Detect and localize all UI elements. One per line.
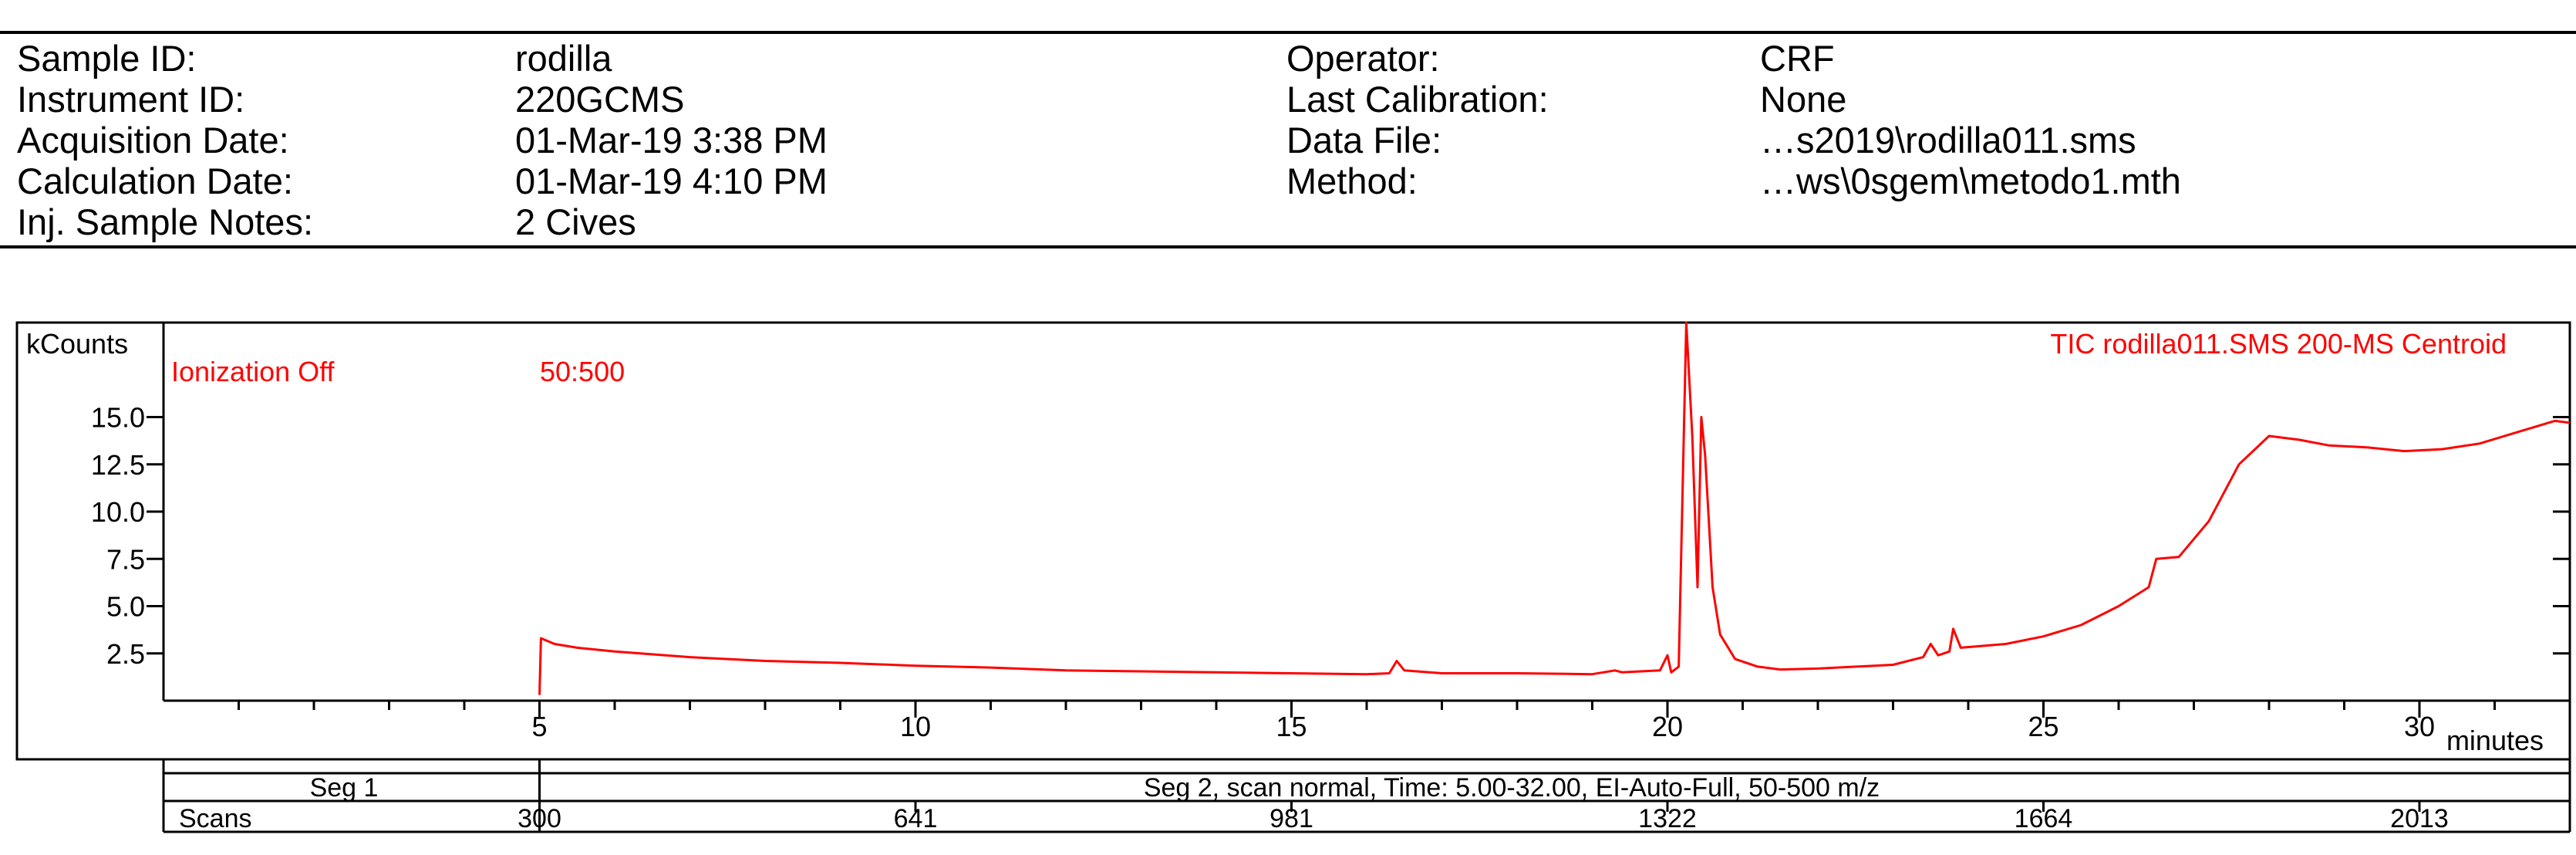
y-tick-label: 12.5 <box>91 449 145 481</box>
seg1-label: Seg 1 <box>310 773 379 803</box>
y-axis-label: kCounts <box>26 328 128 360</box>
y-axis-ticks: 2.5 5.0 7.5 10.0 12.5 15.0 <box>91 402 2570 670</box>
chart-title: TIC rodilla011.SMS 200-MS Centroid <box>2050 328 2507 360</box>
x-tick-label: 25 <box>2028 711 2058 742</box>
data-file-value: …s2019\rodilla011.sms <box>1760 120 2136 161</box>
header-bottom-rule <box>0 245 2576 248</box>
data-file-label: Data File: <box>1286 120 1442 161</box>
y-tick-label: 15.0 <box>91 402 145 434</box>
seg2-label: Seg 2, scan normal, Time: 5.00-32.00, EI… <box>1144 773 1880 803</box>
scan-tick-labels: 300 641 981 1322 1664 2013 <box>518 801 2449 833</box>
x-axis-label: minutes <box>2446 725 2544 756</box>
x-tick-label: 10 <box>900 711 931 742</box>
calculation-date-value: 01-Mar-19 4:10 PM <box>515 161 828 201</box>
scan-tick-label: 300 <box>518 804 561 833</box>
scan-tick-label: 641 <box>894 804 938 833</box>
operator-label: Operator: <box>1286 38 1440 79</box>
scan-tick-label: 1322 <box>1638 804 1697 833</box>
plot-frame <box>15 321 2571 761</box>
inj-sample-notes-value: 2 Cives <box>515 201 636 242</box>
tic-series-line <box>538 321 2571 695</box>
method-value: …ws\0sgem\metodo1.mth <box>1760 161 2181 201</box>
sample-id-value: rodilla <box>515 38 612 79</box>
x-tick-label: 15 <box>1276 711 1307 742</box>
x-tick-label: 5 <box>531 711 547 742</box>
instrument-id-value: 220GCMS <box>515 79 685 120</box>
acquisition-date-label: Acquisition Date: <box>17 120 289 161</box>
x-tick-label: 20 <box>1652 711 1683 742</box>
scan-tick-label: 2013 <box>2390 804 2449 833</box>
x-tick-label: 30 <box>2404 711 2435 742</box>
ionization-off-annotation: Ionization Off <box>171 356 335 387</box>
calculation-date-label: Calculation Date: <box>17 161 293 201</box>
header-top-rule <box>0 31 2576 34</box>
scan-tick-label: 981 <box>1269 804 1313 833</box>
operator-value: CRF <box>1760 38 1835 79</box>
method-label: Method: <box>1286 161 1418 201</box>
mass-range-annotation: 50:500 <box>540 356 625 387</box>
x-axis-ticks: 5 10 15 20 25 30 <box>238 701 2496 742</box>
inj-sample-notes-label: Inj. Sample Notes: <box>17 201 314 242</box>
y-tick-label: 2.5 <box>106 638 145 670</box>
y-tick-label: 10.0 <box>91 496 145 528</box>
scans-label: Scans <box>179 804 252 833</box>
last-calibration-label: Last Calibration: <box>1286 79 1549 120</box>
last-calibration-value: None <box>1760 79 1847 120</box>
scan-tick-label: 1664 <box>2015 804 2073 833</box>
y-tick-label: 7.5 <box>106 543 145 575</box>
instrument-id-label: Instrument ID: <box>17 79 245 120</box>
acquisition-date-value: 01-Mar-19 3:38 PM <box>515 120 828 161</box>
y-tick-label: 5.0 <box>106 591 145 623</box>
sample-id-label: Sample ID: <box>17 38 197 79</box>
